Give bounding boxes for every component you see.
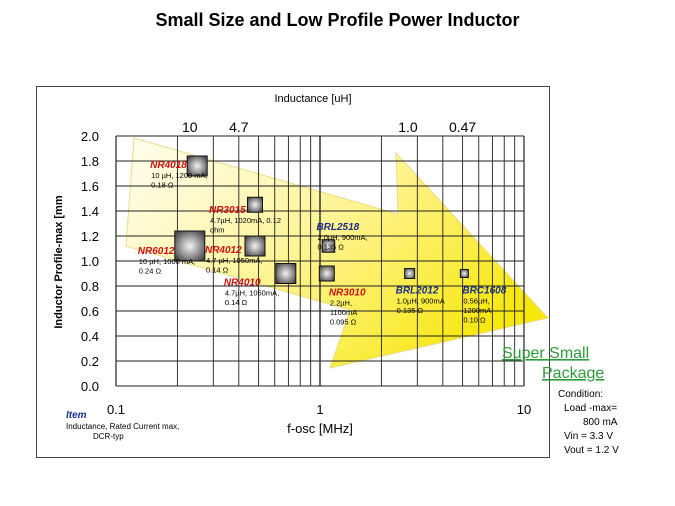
x-tick-labels: 0.1 1 10: [107, 402, 531, 417]
inductor-marker: [459, 269, 469, 278]
part-spec-label: 4.7 µH, 1050mA,: [206, 256, 262, 265]
grid-lines: [115, 135, 525, 387]
x-axis-label: f-osc [MHz]: [287, 421, 353, 436]
part-name-label: NR4018: [150, 160, 187, 171]
part-spec-label: 0.14 Ω: [206, 266, 229, 275]
x-tick-label: 0.1: [107, 402, 125, 417]
part-spec-label: 1.0µH, 900mA: [397, 297, 445, 306]
part-spec-label: 2.0µH, 900mA,: [317, 233, 367, 242]
part-name-label: BRC1608: [462, 286, 506, 297]
legend-item-line-2: DCR-typ: [93, 432, 124, 441]
part-spec-label: 10 µH, 1000 mA,: [139, 257, 195, 266]
part-spec-label: 1200mA: [463, 306, 491, 315]
inductor-marker: [318, 265, 335, 282]
part-spec-label: 0.24 Ω: [139, 267, 162, 276]
part-spec-label: 1100mA: [330, 308, 357, 317]
y-tick-label: 0.4: [81, 329, 99, 344]
y-tick-label: 1.0: [81, 254, 99, 269]
part-spec-label: 0.18 Ω: [151, 181, 174, 190]
condition-line-2: 800 mA: [583, 417, 618, 428]
condition-heading: Condition:: [558, 389, 603, 400]
part-name-label: BRL2518: [316, 222, 359, 233]
part-spec-label: 4.7µH, 1050mA,: [225, 289, 279, 298]
part-spec-label: 0.10 Ω: [463, 316, 486, 325]
part-name-label: NR6012: [138, 246, 175, 257]
y-tick-label: 0.6: [81, 304, 99, 319]
y-tick-label: 2.0: [81, 129, 99, 144]
part-spec-label: 0.14 Ω: [225, 298, 248, 307]
inductor-marker: [186, 155, 208, 177]
legend-item-line-1: Inductance, Rated Current max,: [66, 422, 179, 431]
y-tick-label: 0.0: [81, 379, 99, 394]
y-tick-labels: 2.0 1.8 1.6 1.4 1.2 1.0 0.8 0.6 0.4 0.2 0.0: [81, 129, 99, 394]
y-tick-label: 0.8: [81, 279, 99, 294]
condition-line-1: Load -max=: [564, 403, 617, 414]
part-spec-label: ohm: [210, 225, 225, 234]
y-tick-label: 0.2: [81, 354, 99, 369]
top-tick-labels: 10 4.7 1.0 0.47: [182, 119, 476, 135]
part-spec-label: 0.135 Ω: [397, 306, 424, 315]
inductor-marker: [244, 235, 266, 257]
part-name-label: NR3015: [209, 205, 246, 216]
legend-item-heading: Item: [66, 410, 87, 421]
y-tick-label: 1.8: [81, 154, 99, 169]
condition-line-4: Vout = 1.2 V: [564, 445, 619, 456]
top-tick-label: 0.47: [449, 119, 476, 135]
y-tick-label: 1.2: [81, 229, 99, 244]
part-spec-label: 0.095 Ω: [330, 318, 357, 327]
y-tick-label: 1.6: [81, 179, 99, 194]
y-axis-label: Inductor Profile-max [mm: [53, 195, 65, 328]
top-tick-label: 4.7: [229, 119, 249, 135]
part-spec-label: 2.2µH,: [330, 299, 352, 308]
brand-line-2: Package: [542, 365, 604, 382]
part-name-label: NR3010: [329, 288, 366, 299]
inductor-marker: [275, 263, 297, 284]
part-spec-label: 0.56µH,: [463, 297, 489, 306]
top-tick-label: 1.0: [398, 119, 418, 135]
inductor-marker: [246, 196, 263, 213]
condition-line-3: Vin = 3.3 V: [564, 431, 613, 442]
inductor-marker: [174, 230, 206, 262]
part-spec-label: 0.135 Ω: [317, 243, 344, 252]
inductor-marker: [404, 268, 416, 279]
part-spec-label: 10 µH, 1200 mA,: [151, 171, 207, 180]
slide-title: Small Size and Low Profile Power Inducto…: [155, 10, 520, 30]
x-tick-label: 1: [316, 402, 323, 417]
inductor-marker: [321, 239, 336, 253]
part-name-label: NR4010: [224, 278, 261, 289]
brand-line-1: Super Small: [502, 345, 589, 362]
top-tick-label: 10: [182, 119, 198, 135]
y-tick-label: 1.4: [81, 204, 99, 219]
part-name-label: BRL2012: [396, 286, 439, 297]
part-spec-label: 4.7µH, 1020mA, 0.12: [210, 216, 281, 225]
top-axis-label: Inductance [uH]: [274, 93, 351, 105]
part-name-label: NR4012: [205, 245, 242, 256]
x-tick-label: 10: [517, 402, 531, 417]
